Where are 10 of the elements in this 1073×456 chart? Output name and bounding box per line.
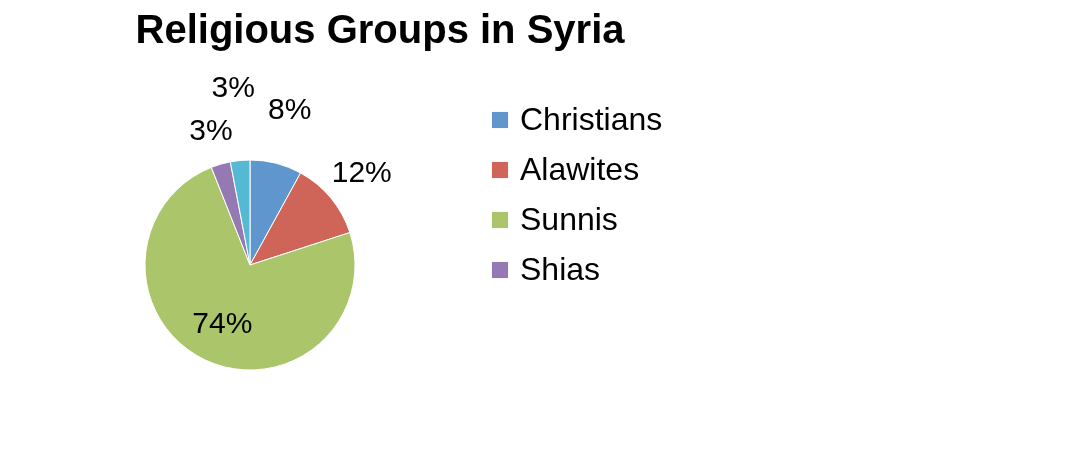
data-label: 3% <box>211 69 255 103</box>
data-label: 3% <box>189 112 233 146</box>
data-label: 12% <box>331 154 392 188</box>
legend-label: Christians <box>520 101 663 137</box>
legend-label: Shias <box>520 251 601 287</box>
data-label: 74% <box>192 305 253 339</box>
legend-label: Sunnis <box>520 201 618 237</box>
chart-title: Religious Groups in Syria <box>135 6 626 51</box>
data-label: 8% <box>268 92 312 126</box>
legend-label: Alawites <box>520 151 640 187</box>
